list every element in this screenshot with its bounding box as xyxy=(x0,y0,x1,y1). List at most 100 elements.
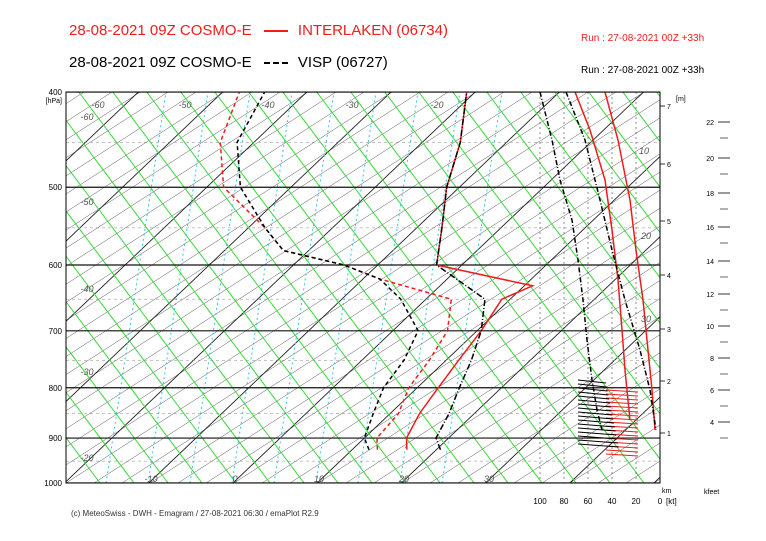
kfeet-axis-label: kfeet xyxy=(704,489,719,496)
saturated-adiabat-line xyxy=(66,210,271,483)
isotherm-line xyxy=(485,316,660,483)
temperature-label: -30 xyxy=(345,100,358,110)
visp-wind-barb xyxy=(577,395,610,400)
visp-wind-barb xyxy=(577,423,615,428)
wind-axis-tick-label: 60 xyxy=(584,497,593,506)
dry-adiabat-line xyxy=(66,99,660,483)
interlaken-run: Run : 27-08-2021 00Z +33h xyxy=(581,33,705,44)
kfeet-label: 6 xyxy=(710,388,714,395)
dry-adiabat-line xyxy=(66,92,505,375)
plot-area xyxy=(0,92,766,483)
dry-adiabat-line xyxy=(149,153,660,483)
height-km-label: 1 xyxy=(667,431,671,438)
dry-adiabat-line xyxy=(66,92,533,393)
interlaken-wind-line xyxy=(574,92,631,421)
temperature-label: 20 xyxy=(398,474,409,484)
kfeet-label: 4 xyxy=(710,420,714,427)
interlaken-wind-barb xyxy=(605,409,639,413)
pressure-tick-label: 500 xyxy=(49,183,63,192)
visp-station: VISP (06727) xyxy=(297,54,388,71)
plot-frame xyxy=(65,91,661,484)
visp-wind-barb xyxy=(577,383,607,388)
dry-adiabat-line xyxy=(66,92,589,430)
pressure-tick-label: 700 xyxy=(49,327,63,336)
pressure-tick-label: 1000 xyxy=(44,479,62,488)
height-km-label: 5 xyxy=(667,219,671,226)
saturated-adiabat-line xyxy=(520,92,660,279)
wind-speed-label: 20 xyxy=(640,231,651,241)
height-km-label: 6 xyxy=(667,162,671,169)
kfeet-label: 14 xyxy=(706,259,714,266)
wind-axis-unit: [kt] xyxy=(666,497,677,506)
height-axis-label: [m] xyxy=(676,96,686,103)
visp-legend-line xyxy=(263,62,288,65)
interlaken-wind-barb xyxy=(605,405,639,409)
dry-adiabat-line xyxy=(710,92,766,483)
interlaken-wind-line xyxy=(604,92,656,431)
dry-adiabat-line xyxy=(66,92,225,195)
saturated-adiabat-line xyxy=(66,164,305,483)
interlaken-wind-barb xyxy=(605,393,639,397)
visp-wind-barb xyxy=(577,443,619,448)
kfeet-label: 16 xyxy=(706,225,714,232)
interlaken-wind-barb xyxy=(605,449,639,453)
dry-adiabat-line xyxy=(513,388,660,483)
saturated-adiabat-line xyxy=(66,300,203,483)
mixing-ratio-line xyxy=(273,92,335,483)
dry-adiabat-line xyxy=(261,225,660,483)
dry-adiabat-line xyxy=(233,207,660,483)
wind-axis-tick-label: 100 xyxy=(533,497,547,506)
temperature-label: -20 xyxy=(430,100,443,110)
temperature-label: -40 xyxy=(80,284,93,294)
height-km-label: 7 xyxy=(667,104,671,111)
saturated-adiabat-line xyxy=(248,92,543,483)
temperature-label: -30 xyxy=(80,367,93,377)
isotherm-line xyxy=(0,92,54,483)
pressure-tick-label: 600 xyxy=(49,261,63,270)
dry-adiabat-line xyxy=(66,92,337,267)
saturated-adiabat-line xyxy=(759,92,766,483)
mixing-ratio-line xyxy=(231,92,293,483)
isotherm-line xyxy=(66,92,476,483)
temperature-label: -40 xyxy=(261,100,274,110)
pressure-axis-label: [hPa] xyxy=(46,98,62,105)
mixing-ratio-line xyxy=(399,92,461,483)
height-km-label: 3 xyxy=(667,327,671,334)
dry-adiabat-line xyxy=(66,92,281,231)
isotherm-line xyxy=(738,92,766,483)
visp-wind-barb xyxy=(577,431,617,436)
visp-wind-line xyxy=(539,92,603,431)
dry-adiabat-line xyxy=(66,92,197,177)
visp-wind-barb xyxy=(577,419,615,424)
wind-axis-tick-label: 80 xyxy=(560,497,569,506)
saturated-adiabat-line xyxy=(66,119,339,483)
temperature-label: -50 xyxy=(80,197,93,207)
pressure-tick-label: 400 xyxy=(49,88,63,97)
dry-adiabat-line xyxy=(738,92,766,483)
interlaken-wind-barb xyxy=(605,397,639,401)
isotherm-line xyxy=(66,92,139,162)
interlaken-title: 28-08-2021 09Z COSMO-E INTERLAKEN (06734… xyxy=(69,22,448,39)
saturated-adiabat-line xyxy=(66,346,169,483)
dry-adiabat-line xyxy=(177,171,660,483)
visp-wind-barb xyxy=(577,387,608,392)
visp-dewpoint-line xyxy=(236,92,419,450)
dry-adiabat-line xyxy=(541,406,660,483)
isotherm-line xyxy=(401,236,660,483)
dry-adiabat-line xyxy=(0,92,28,483)
isotherm-line xyxy=(316,155,660,483)
visp-title: 28-08-2021 09Z COSMO-E VISP (06727) xyxy=(69,54,388,71)
saturated-adiabat-line xyxy=(486,92,660,324)
height-km-label: 2 xyxy=(667,379,671,386)
kfeet-label: 8 xyxy=(710,356,714,363)
dry-adiabat-line xyxy=(457,352,660,483)
temperature-label: 30 xyxy=(484,474,494,484)
interlaken-wind-barb xyxy=(605,453,639,457)
dry-adiabat-line xyxy=(121,135,660,483)
dry-adiabat-line xyxy=(66,92,85,104)
footer-credit: (c) MeteoSwiss - DWH - Emagram / 27-08-2… xyxy=(71,509,319,518)
dry-adiabat-line xyxy=(682,92,766,483)
dry-adiabat-line xyxy=(485,370,660,483)
saturated-adiabat-line xyxy=(66,482,67,483)
